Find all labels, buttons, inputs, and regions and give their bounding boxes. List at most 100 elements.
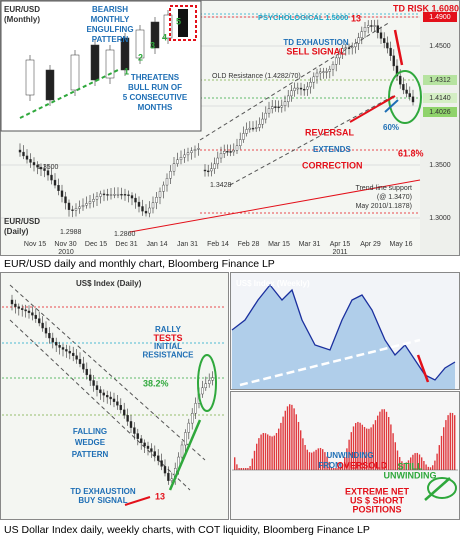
cot-bar	[388, 417, 390, 470]
candle	[102, 193, 106, 196]
cot-bar	[355, 423, 357, 470]
candle	[325, 71, 328, 73]
candle	[402, 84, 405, 91]
arrow	[424, 477, 451, 501]
candle	[399, 75, 402, 85]
cot-bar	[401, 461, 403, 470]
candle	[150, 21, 160, 49]
candle	[376, 25, 379, 33]
cot-bar	[416, 452, 418, 470]
candle	[299, 87, 303, 90]
label: RESISTANCE	[143, 351, 195, 360]
cot-bar	[295, 414, 297, 470]
candle	[184, 432, 187, 446]
label: 61.8%	[398, 148, 424, 158]
candle	[347, 47, 351, 49]
cot-bar	[328, 461, 330, 470]
cot-bar	[451, 412, 454, 470]
cot-bar	[240, 468, 242, 470]
arrow	[124, 496, 151, 506]
cot-bar	[405, 462, 407, 470]
candle	[264, 112, 267, 120]
label: INITIAL	[154, 342, 182, 351]
candle	[24, 309, 27, 312]
candle	[120, 37, 130, 71]
label: PATTERN	[92, 35, 129, 44]
candle	[267, 108, 271, 114]
channel	[199, 21, 391, 141]
label: (Monthly)	[4, 15, 40, 24]
candle	[151, 202, 155, 209]
label: EUR/USD daily and monthly chart, Bloombe…	[4, 258, 275, 270]
cot-bar	[267, 434, 269, 470]
label: 1	[124, 66, 129, 76]
candle	[271, 106, 274, 109]
candle	[258, 124, 261, 128]
label: (@ 1.3470)	[377, 194, 412, 201]
candle	[10, 299, 14, 305]
candle	[88, 201, 92, 204]
candle	[155, 197, 158, 203]
label: US$ Index (Weekly)	[236, 279, 310, 288]
cot-bar	[256, 443, 258, 470]
arrow	[393, 29, 404, 66]
candle	[53, 179, 57, 186]
label: 2011	[332, 249, 347, 256]
arrow	[416, 354, 430, 383]
cot-bar	[366, 428, 368, 470]
candle	[70, 54, 80, 91]
candle	[160, 460, 163, 467]
cot-bar	[304, 444, 306, 470]
candle	[116, 194, 120, 196]
cot-bar	[341, 464, 344, 470]
candle	[74, 208, 78, 211]
label: 1.4026	[429, 109, 451, 116]
cot-bar	[379, 411, 381, 470]
arrow	[384, 99, 399, 113]
candle	[315, 72, 319, 78]
candle	[85, 203, 88, 206]
candle	[331, 64, 335, 70]
candle	[99, 193, 102, 197]
label: THREATENS	[131, 73, 180, 82]
candle	[21, 308, 24, 310]
candle	[133, 427, 136, 434]
cot-bar	[410, 457, 412, 470]
label: 5 CONSECUTIVE	[123, 93, 188, 102]
candle	[57, 185, 60, 191]
candle	[51, 337, 54, 343]
cot-bar	[291, 404, 293, 470]
candle	[68, 350, 72, 354]
candle	[373, 25, 376, 27]
label: 4	[162, 32, 167, 42]
candle	[335, 57, 338, 65]
candle	[82, 363, 85, 370]
label: May 2010/1.1878)	[356, 203, 412, 210]
candle	[283, 101, 287, 107]
label: 2010	[58, 249, 74, 256]
candle	[126, 415, 129, 422]
candle	[162, 184, 165, 192]
cot-bar	[234, 457, 236, 470]
candle	[48, 333, 51, 339]
candle	[18, 149, 22, 153]
candle	[306, 86, 309, 90]
candle	[135, 29, 145, 59]
candle	[322, 71, 325, 73]
candle	[180, 444, 184, 458]
candle	[85, 368, 89, 376]
label: 2	[138, 52, 143, 62]
candle	[92, 199, 95, 202]
cot-bar	[330, 467, 333, 470]
wedge	[9, 319, 191, 491]
label: 1.2988	[60, 229, 82, 236]
label: Mar 31	[299, 241, 321, 248]
candle	[14, 303, 17, 307]
label: US$ Index (Daily)	[76, 279, 142, 288]
candle	[170, 478, 174, 481]
cot-bar	[434, 460, 436, 470]
candle	[405, 89, 408, 94]
label: Apr 29	[360, 241, 381, 248]
candle	[408, 93, 411, 98]
label: CORRECTION	[302, 160, 363, 170]
